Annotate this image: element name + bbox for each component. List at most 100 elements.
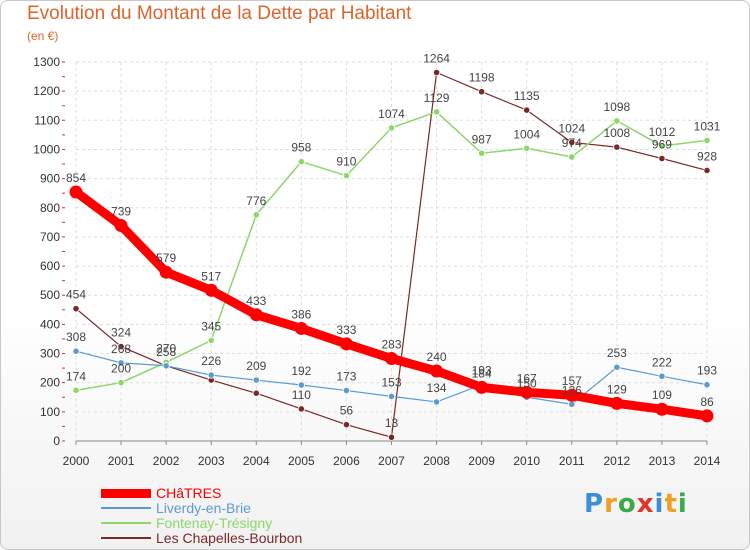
legend-item: CHâTRES bbox=[101, 485, 361, 501]
data-point-ch-tres bbox=[565, 388, 579, 402]
logo-letter: i bbox=[654, 489, 665, 519]
logo-letter: P bbox=[584, 489, 605, 519]
data-point-les-chapelles-bourbon bbox=[342, 421, 351, 429]
x-tick-label: 2004 bbox=[243, 454, 270, 468]
logo-letter: r bbox=[604, 489, 618, 519]
x-tick-label: 2002 bbox=[153, 454, 180, 468]
data-point-les-chapelles-bourbon bbox=[523, 106, 531, 114]
legend-label: Liverdy-en-Brie bbox=[156, 500, 251, 516]
data-point-fontenay-tr-signy bbox=[568, 153, 576, 161]
data-point-fontenay-tr-signy bbox=[207, 336, 215, 345]
data-label-fontenay-tr-signy: 174 bbox=[66, 369, 86, 383]
data-label-ch-tres: 184 bbox=[472, 366, 492, 380]
logo-letter: i bbox=[677, 489, 688, 519]
data-point-les-chapelles-bourbon bbox=[658, 154, 666, 163]
data-label-liverdy-en-brie: 253 bbox=[607, 346, 627, 360]
data-point-ch-tres bbox=[430, 364, 444, 378]
data-label-ch-tres: 109 bbox=[652, 388, 672, 402]
data-point-liverdy-en-brie bbox=[387, 392, 396, 400]
y-tick-label: 900 bbox=[40, 172, 60, 186]
data-point-fontenay-tr-signy bbox=[387, 124, 396, 132]
x-tick-label: 2008 bbox=[423, 454, 450, 468]
data-label-fontenay-tr-signy: 1129 bbox=[424, 91, 450, 105]
data-label-liverdy-en-brie: 193 bbox=[697, 364, 717, 378]
data-label-fontenay-tr-signy: 910 bbox=[336, 155, 356, 169]
data-point-fontenay-tr-signy bbox=[613, 117, 621, 125]
legend-label: CHâTRES bbox=[156, 485, 222, 501]
data-label-fontenay-tr-signy: 974 bbox=[562, 136, 582, 150]
x-tick-label: 2013 bbox=[649, 454, 676, 468]
y-tick-label: 1100 bbox=[34, 113, 60, 127]
data-label-fontenay-tr-signy: 1074 bbox=[378, 107, 405, 121]
data-label-ch-tres: 579 bbox=[156, 251, 176, 265]
data-point-fontenay-tr-signy bbox=[252, 211, 260, 219]
data-label-liverdy-en-brie: 308 bbox=[66, 330, 86, 344]
data-label-liverdy-en-brie: 209 bbox=[246, 359, 266, 373]
data-label-les-chapelles-bourbon: 1008 bbox=[604, 126, 631, 140]
data-point-liverdy-en-brie bbox=[72, 347, 80, 355]
data-label-fontenay-tr-signy: 987 bbox=[472, 132, 492, 146]
y-tick-label: 1300 bbox=[33, 55, 60, 69]
data-label-ch-tres: 333 bbox=[336, 323, 356, 337]
data-point-liverdy-en-brie bbox=[568, 400, 576, 408]
x-tick-label: 2003 bbox=[198, 454, 225, 468]
logo-letter: t bbox=[664, 489, 678, 519]
legend-swatch bbox=[101, 507, 151, 509]
legend-swatch bbox=[101, 488, 151, 498]
x-tick-label: 2000 bbox=[63, 454, 90, 468]
data-point-fontenay-tr-signy bbox=[117, 379, 125, 387]
y-tick-label: 200 bbox=[40, 376, 60, 390]
data-label-ch-tres: 854 bbox=[66, 171, 86, 185]
x-tick-label: 2014 bbox=[694, 454, 721, 468]
data-label-liverdy-en-brie: 268 bbox=[111, 342, 131, 356]
y-tick-label: 400 bbox=[40, 317, 60, 331]
data-point-liverdy-en-brie bbox=[117, 359, 125, 367]
data-point-les-chapelles-bourbon bbox=[297, 405, 305, 413]
legend-item: Liverdy-en-Brie bbox=[101, 500, 361, 516]
data-point-ch-tres bbox=[114, 219, 128, 233]
data-label-fontenay-tr-signy: 958 bbox=[291, 141, 311, 155]
data-label-liverdy-en-brie: 173 bbox=[336, 370, 356, 384]
data-label-liverdy-en-brie: 192 bbox=[291, 364, 311, 378]
x-tick-label: 2007 bbox=[378, 454, 405, 468]
data-label-ch-tres: 386 bbox=[291, 307, 311, 321]
data-label-fontenay-tr-signy: 1004 bbox=[513, 127, 540, 141]
y-tick-label: 800 bbox=[40, 201, 60, 215]
data-label-fontenay-tr-signy: 345 bbox=[201, 319, 221, 333]
y-tick-label: 1000 bbox=[33, 142, 60, 156]
data-point-fontenay-tr-signy bbox=[523, 144, 531, 152]
legend-item: Les Chapelles-Bourbon bbox=[101, 530, 361, 546]
data-label-les-chapelles-bourbon: 928 bbox=[697, 149, 717, 163]
x-tick-label: 2012 bbox=[604, 454, 631, 468]
x-tick-label: 2006 bbox=[333, 454, 360, 468]
data-label-fontenay-tr-signy: 1098 bbox=[604, 100, 631, 114]
data-point-les-chapelles-bourbon bbox=[613, 143, 621, 151]
data-point-liverdy-en-brie bbox=[703, 381, 711, 389]
data-point-ch-tres bbox=[159, 265, 173, 279]
data-label-les-chapelles-bourbon: 1135 bbox=[514, 89, 540, 103]
data-point-fontenay-tr-signy bbox=[658, 142, 666, 150]
x-tick-label: 2011 bbox=[559, 454, 585, 468]
data-label-liverdy-en-brie: 226 bbox=[201, 354, 221, 368]
data-label-fontenay-tr-signy: 200 bbox=[111, 362, 131, 376]
y-tick-label: 0 bbox=[53, 434, 60, 448]
data-point-liverdy-en-brie bbox=[252, 376, 260, 384]
y-tick-label: 100 bbox=[40, 405, 60, 419]
data-point-les-chapelles-bourbon bbox=[432, 68, 441, 77]
data-point-fontenay-tr-signy bbox=[432, 108, 441, 116]
data-label-les-chapelles-bourbon: 110 bbox=[292, 388, 311, 402]
data-point-les-chapelles-bourbon bbox=[387, 433, 396, 441]
data-label-ch-tres: 517 bbox=[201, 269, 221, 283]
x-tick-label: 2005 bbox=[288, 454, 315, 468]
data-label-liverdy-en-brie: 258 bbox=[156, 345, 176, 359]
data-label-ch-tres: 283 bbox=[381, 337, 401, 351]
y-tick-label: 1200 bbox=[33, 84, 60, 98]
x-tick-label: 2001 bbox=[108, 454, 135, 468]
data-label-les-chapelles-bourbon: 1024 bbox=[558, 121, 585, 135]
data-point-ch-tres bbox=[610, 396, 624, 410]
legend-swatch bbox=[101, 522, 151, 524]
data-point-les-chapelles-bourbon bbox=[703, 166, 711, 175]
data-point-liverdy-en-brie bbox=[613, 363, 621, 371]
x-tick-label: 2009 bbox=[468, 454, 495, 468]
